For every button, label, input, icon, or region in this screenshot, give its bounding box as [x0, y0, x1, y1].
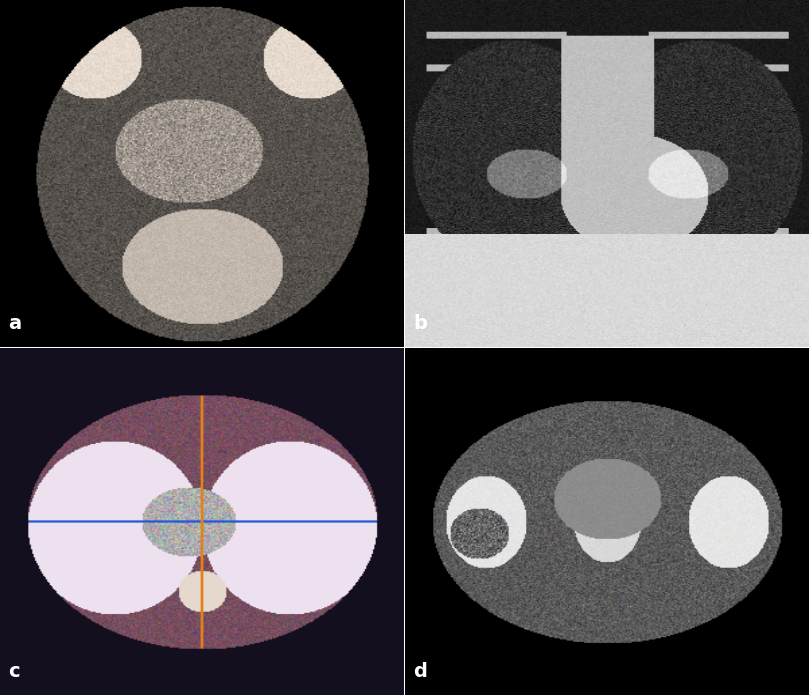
Text: a: a [8, 314, 21, 333]
Text: b: b [413, 314, 427, 333]
Text: c: c [8, 662, 19, 681]
Text: d: d [413, 662, 427, 681]
